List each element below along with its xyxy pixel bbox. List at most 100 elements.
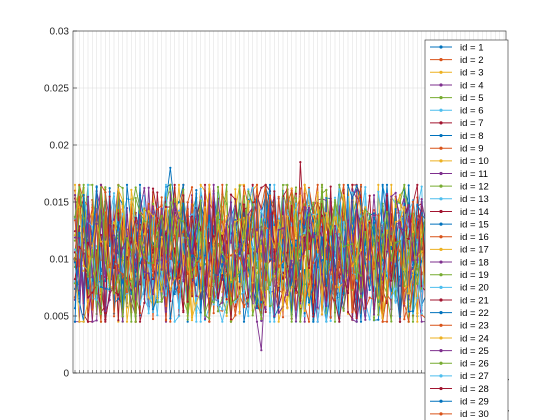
data-point bbox=[169, 238, 172, 242]
data-point bbox=[160, 290, 163, 293]
data-point bbox=[416, 320, 419, 323]
data-point bbox=[221, 320, 224, 323]
data-point bbox=[286, 293, 289, 297]
data-point bbox=[377, 259, 380, 262]
data-point bbox=[138, 261, 142, 265]
data-point bbox=[138, 320, 142, 323]
data-point bbox=[108, 266, 111, 269]
data-point bbox=[73, 282, 77, 285]
data-point bbox=[177, 209, 181, 212]
data-point bbox=[264, 227, 267, 230]
data-point bbox=[78, 237, 81, 240]
data-point bbox=[164, 319, 168, 322]
data-point bbox=[420, 185, 423, 188]
data-point bbox=[190, 295, 194, 298]
data-point bbox=[346, 291, 350, 295]
data-point bbox=[316, 266, 319, 269]
data-point bbox=[190, 255, 194, 258]
legend-label: id = 29 bbox=[460, 397, 489, 408]
data-point bbox=[385, 320, 389, 323]
data-point bbox=[73, 278, 77, 281]
data-point bbox=[134, 298, 137, 301]
data-point bbox=[212, 279, 215, 282]
data-point bbox=[294, 320, 298, 323]
data-point bbox=[303, 247, 306, 250]
legend-marker bbox=[439, 58, 443, 62]
data-point bbox=[73, 219, 77, 222]
data-point bbox=[260, 209, 263, 212]
data-point bbox=[351, 311, 354, 314]
data-point bbox=[307, 320, 311, 323]
data-point bbox=[234, 313, 237, 316]
data-point bbox=[407, 292, 410, 295]
data-point bbox=[238, 312, 241, 315]
data-point bbox=[86, 183, 90, 186]
data-point bbox=[169, 317, 172, 320]
data-point bbox=[112, 292, 116, 295]
legend-marker bbox=[439, 121, 443, 125]
data-point bbox=[160, 207, 163, 210]
data-point bbox=[212, 235, 215, 238]
data-point bbox=[390, 279, 393, 282]
data-point bbox=[203, 313, 207, 317]
data-point bbox=[151, 317, 155, 321]
data-point bbox=[420, 320, 423, 323]
legend-marker bbox=[439, 197, 443, 201]
legend-entry: id = 1 bbox=[430, 42, 484, 53]
data-point bbox=[303, 231, 306, 235]
data-point bbox=[229, 281, 233, 284]
data-point bbox=[251, 281, 254, 284]
data-point bbox=[359, 296, 363, 299]
legend-label: id = 19 bbox=[460, 270, 489, 281]
data-point bbox=[299, 244, 302, 247]
data-point bbox=[238, 254, 241, 257]
data-point bbox=[338, 260, 341, 264]
data-point bbox=[78, 185, 81, 188]
data-point bbox=[164, 294, 168, 297]
data-point bbox=[177, 211, 181, 214]
data-point bbox=[355, 298, 358, 301]
data-point bbox=[195, 320, 198, 323]
data-point bbox=[351, 183, 354, 186]
data-point bbox=[316, 233, 319, 236]
data-point bbox=[407, 219, 410, 222]
data-point bbox=[338, 230, 341, 234]
data-point bbox=[372, 243, 376, 246]
data-point bbox=[212, 301, 215, 304]
legend-entry: id = 26 bbox=[430, 359, 489, 370]
legend-marker bbox=[439, 349, 443, 353]
data-point bbox=[247, 296, 250, 299]
data-point bbox=[95, 222, 98, 225]
data-point bbox=[99, 233, 103, 237]
data-point bbox=[346, 310, 350, 314]
data-point bbox=[294, 186, 298, 189]
data-point bbox=[78, 265, 81, 268]
legend-marker bbox=[439, 323, 443, 327]
data-point bbox=[364, 186, 367, 189]
data-point bbox=[390, 243, 393, 247]
data-point bbox=[95, 185, 98, 188]
data-point bbox=[190, 215, 194, 218]
data-point bbox=[381, 278, 384, 281]
data-point bbox=[199, 311, 202, 314]
data-point bbox=[160, 298, 163, 301]
legend-label: id = 26 bbox=[460, 359, 489, 370]
legend-entry: id = 15 bbox=[430, 219, 489, 230]
data-point bbox=[277, 306, 280, 309]
data-point bbox=[104, 186, 107, 189]
legend-entry: id = 3 bbox=[430, 68, 484, 79]
legend-label: id = 9 bbox=[460, 144, 484, 155]
data-point bbox=[242, 269, 246, 272]
data-point bbox=[320, 190, 324, 193]
data-point bbox=[411, 310, 415, 313]
legend-label: id = 17 bbox=[460, 245, 489, 256]
data-point bbox=[416, 203, 419, 206]
data-point bbox=[247, 190, 250, 193]
legend-marker bbox=[439, 108, 443, 112]
data-point bbox=[407, 202, 410, 205]
data-point bbox=[156, 224, 159, 228]
data-point bbox=[398, 239, 402, 243]
data-point bbox=[199, 267, 202, 271]
data-point bbox=[82, 216, 85, 220]
legend-marker bbox=[439, 399, 443, 403]
